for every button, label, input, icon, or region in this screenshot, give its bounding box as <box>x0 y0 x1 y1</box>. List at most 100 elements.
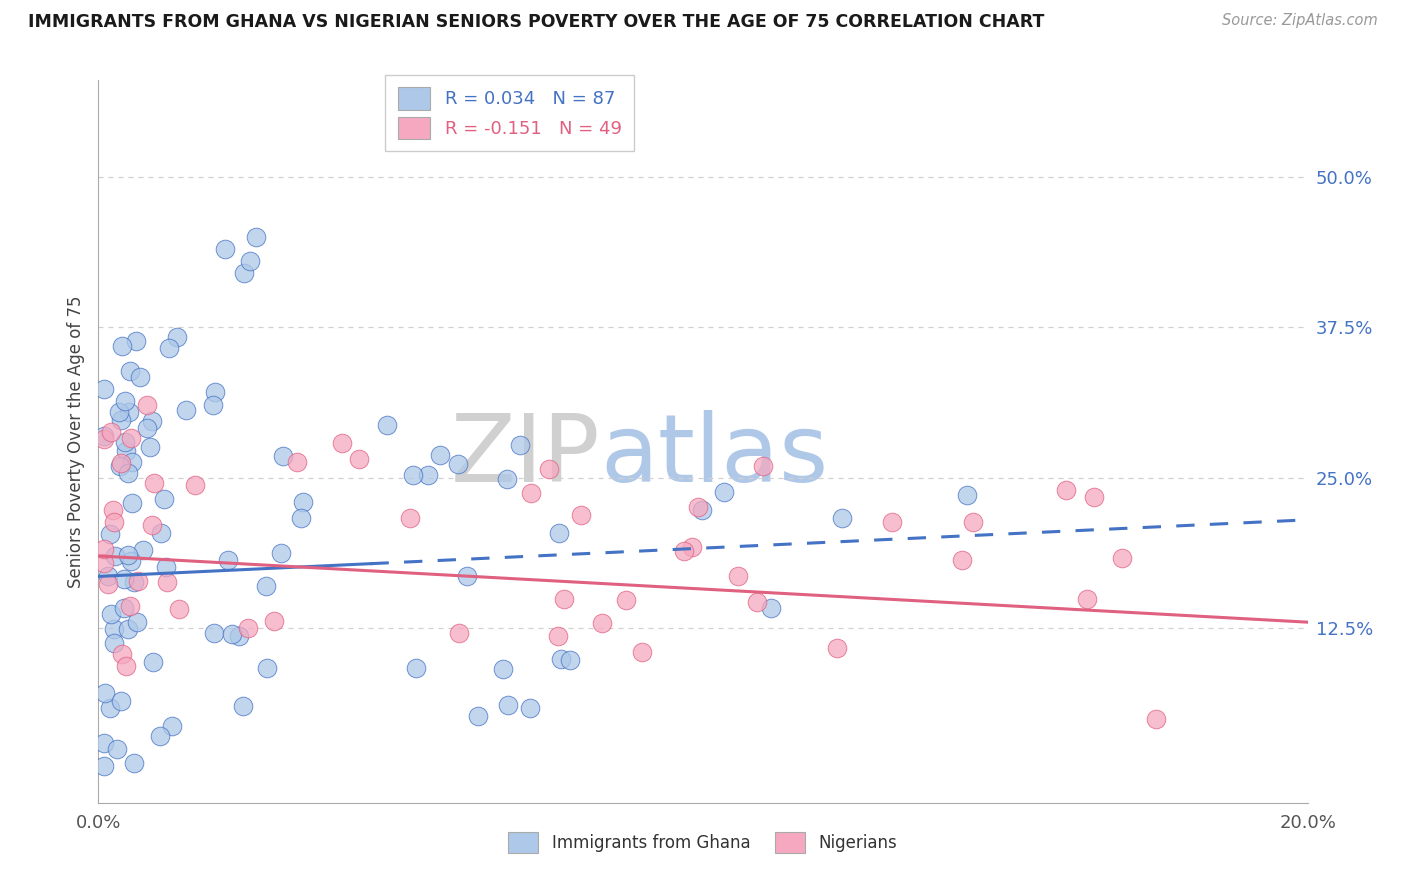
Point <box>673 544 696 558</box>
Point <box>120 554 142 568</box>
Point <box>125 615 148 629</box>
Point <box>214 242 236 256</box>
Point <box>1144 712 1167 726</box>
Point <box>152 492 174 507</box>
Point <box>558 653 581 667</box>
Point <box>688 500 710 514</box>
Y-axis label: Seniors Poverty Over the Age of 75: Seniors Poverty Over the Age of 75 <box>66 295 84 588</box>
Point <box>93 432 115 446</box>
Point <box>149 526 172 541</box>
Point <box>228 629 250 643</box>
Point <box>727 568 749 582</box>
Point <box>103 622 125 636</box>
Point <box>467 709 489 723</box>
Point <box>117 548 139 562</box>
Point <box>271 450 294 464</box>
Point <box>955 488 977 502</box>
Point <box>93 736 115 750</box>
Point <box>330 435 353 450</box>
Point <box>291 495 314 509</box>
Point <box>142 655 165 669</box>
Point <box>447 457 470 471</box>
Point <box>399 511 422 525</box>
Point <box>509 438 531 452</box>
Point <box>117 466 139 480</box>
Point <box>108 405 131 419</box>
Point <box>157 341 180 355</box>
Point <box>112 573 135 587</box>
Point <box>135 398 157 412</box>
Point <box>449 626 471 640</box>
Point <box>93 382 115 396</box>
Point <box>745 595 768 609</box>
Point <box>1111 550 1133 565</box>
Point <box>176 403 198 417</box>
Point <box>492 662 515 676</box>
Point <box>97 569 120 583</box>
Point <box>681 540 703 554</box>
Point <box>538 462 561 476</box>
Point <box>416 468 439 483</box>
Point <box>118 364 141 378</box>
Point <box>166 329 188 343</box>
Text: ZIP: ZIP <box>450 410 600 502</box>
Point <box>101 503 124 517</box>
Legend: Immigrants from Ghana, Nigerians: Immigrants from Ghana, Nigerians <box>502 826 904 860</box>
Point <box>120 599 142 614</box>
Point <box>254 578 277 592</box>
Text: Source: ZipAtlas.com: Source: ZipAtlas.com <box>1222 13 1378 29</box>
Point <box>498 698 520 712</box>
Point <box>117 622 139 636</box>
Point <box>239 253 262 268</box>
Point <box>93 429 115 443</box>
Point <box>141 414 163 428</box>
Point <box>111 647 134 661</box>
Point <box>759 601 782 615</box>
Point <box>141 517 163 532</box>
Point <box>752 458 775 473</box>
Point <box>221 626 243 640</box>
Point <box>128 369 150 384</box>
Point <box>122 756 145 771</box>
Point <box>160 718 183 732</box>
Point <box>547 629 569 643</box>
Point <box>256 661 278 675</box>
Point <box>155 560 177 574</box>
Point <box>519 701 541 715</box>
Point <box>401 468 423 483</box>
Point <box>110 338 132 352</box>
Point <box>825 640 848 655</box>
Point <box>143 476 166 491</box>
Point <box>690 503 713 517</box>
Point <box>98 701 121 715</box>
Point <box>120 431 142 445</box>
Point <box>97 577 120 591</box>
Point <box>93 759 115 773</box>
Point <box>110 456 132 470</box>
Point <box>713 485 735 500</box>
Point <box>139 440 162 454</box>
Point <box>114 393 136 408</box>
Point <box>236 621 259 635</box>
Point <box>631 645 654 659</box>
Point <box>553 591 575 606</box>
Point <box>882 515 904 529</box>
Point <box>127 574 149 588</box>
Point <box>263 614 285 628</box>
Point <box>149 729 172 743</box>
Point <box>614 593 637 607</box>
Point <box>405 660 427 674</box>
Point <box>429 448 451 462</box>
Point <box>950 553 973 567</box>
Point <box>103 636 125 650</box>
Point <box>94 686 117 700</box>
Point <box>1076 592 1098 607</box>
Point <box>204 384 226 399</box>
Point <box>520 486 543 500</box>
Point <box>232 266 254 280</box>
Point <box>121 495 143 509</box>
Point <box>285 454 308 468</box>
Point <box>115 659 138 673</box>
Point <box>496 473 519 487</box>
Point <box>110 458 132 473</box>
